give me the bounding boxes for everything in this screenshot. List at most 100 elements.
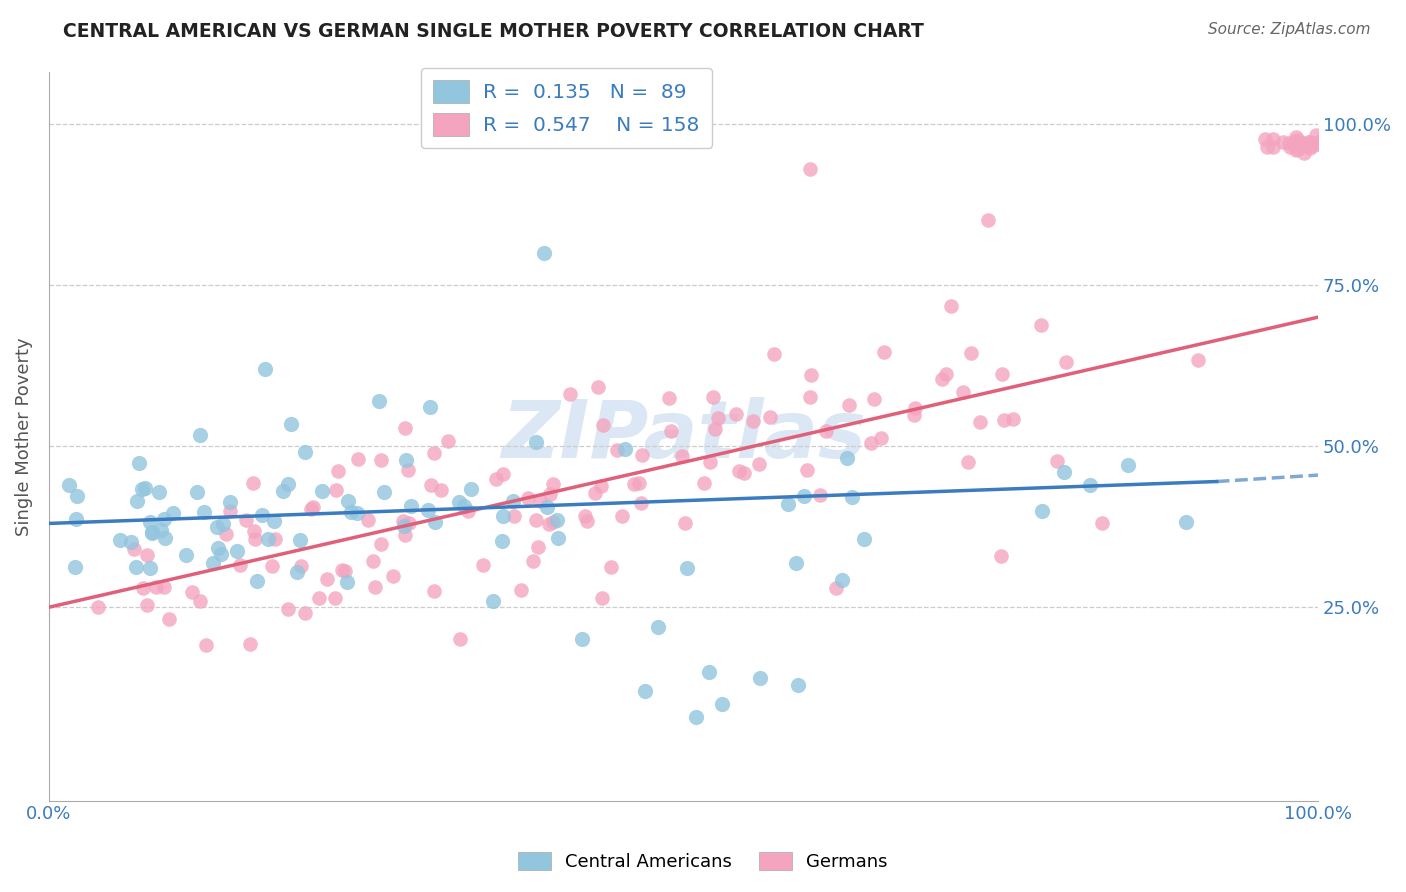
Point — [630, 496, 652, 510]
Point — [592, 418, 614, 433]
Point — [131, 482, 153, 496]
Point — [536, 500, 558, 515]
Point — [586, 379, 609, 393]
Point — [1289, 136, 1312, 151]
Point — [1279, 139, 1302, 153]
Point — [1029, 318, 1052, 332]
Point — [793, 489, 815, 503]
Point — [808, 488, 831, 502]
Point — [1261, 131, 1284, 145]
Point — [212, 517, 235, 532]
Point — [824, 581, 846, 595]
Point — [239, 637, 262, 651]
Point — [392, 514, 415, 528]
Point — [1291, 136, 1313, 151]
Point — [538, 516, 561, 531]
Point — [419, 401, 441, 415]
Point — [733, 467, 755, 481]
Point — [190, 593, 212, 607]
Point — [277, 601, 299, 615]
Point — [969, 415, 991, 429]
Point — [502, 494, 524, 508]
Point — [728, 464, 751, 478]
Point — [373, 485, 395, 500]
Point — [399, 499, 422, 513]
Point — [288, 533, 311, 547]
Point — [574, 508, 596, 523]
Point — [762, 347, 785, 361]
Point — [226, 544, 249, 558]
Point — [524, 513, 547, 527]
Point — [58, 477, 80, 491]
Point — [699, 455, 721, 469]
Point — [589, 479, 612, 493]
Point — [66, 489, 89, 503]
Point — [799, 390, 821, 404]
Point — [1303, 137, 1326, 152]
Point — [134, 481, 156, 495]
Point — [450, 632, 472, 646]
Point — [841, 490, 863, 504]
Point — [786, 677, 808, 691]
Point — [301, 500, 323, 514]
Point — [758, 410, 780, 425]
Point — [243, 524, 266, 538]
Point — [852, 533, 875, 547]
Point — [219, 504, 242, 518]
Point — [1294, 146, 1316, 161]
Point — [207, 541, 229, 555]
Point — [647, 619, 669, 633]
Point — [340, 505, 363, 519]
Point — [541, 476, 564, 491]
Point — [1313, 139, 1336, 153]
Point — [361, 554, 384, 568]
Point — [952, 384, 974, 399]
Point — [139, 561, 162, 575]
Point — [436, 434, 458, 449]
Point — [127, 494, 149, 508]
Point — [614, 442, 637, 457]
Point — [935, 368, 957, 382]
Point — [423, 515, 446, 529]
Point — [503, 508, 526, 523]
Point — [396, 463, 419, 477]
Point — [703, 422, 725, 436]
Point — [1285, 143, 1308, 157]
Y-axis label: Single Mother Poverty: Single Mother Poverty — [15, 337, 32, 536]
Point — [368, 393, 391, 408]
Point — [162, 506, 184, 520]
Legend: R =  0.135   N =  89, R =  0.547    N = 158: R = 0.135 N = 89, R = 0.547 N = 158 — [420, 68, 711, 148]
Point — [457, 503, 479, 517]
Point — [776, 497, 799, 511]
Point — [235, 513, 257, 527]
Point — [422, 583, 444, 598]
Point — [1298, 139, 1320, 153]
Point — [529, 493, 551, 508]
Point — [1299, 141, 1322, 155]
Point — [546, 513, 568, 527]
Point — [571, 632, 593, 647]
Point — [460, 482, 482, 496]
Point — [658, 391, 681, 405]
Point — [346, 452, 368, 467]
Point — [285, 566, 308, 580]
Point — [957, 455, 980, 469]
Point — [1281, 136, 1303, 151]
Point — [1053, 465, 1076, 479]
Point — [262, 558, 284, 573]
Point — [294, 445, 316, 459]
Point — [1277, 136, 1299, 150]
Point — [991, 368, 1014, 382]
Point — [250, 508, 273, 522]
Point — [337, 493, 360, 508]
Point — [180, 584, 202, 599]
Point — [124, 541, 146, 556]
Point — [194, 638, 217, 652]
Point — [330, 563, 353, 577]
Point — [1286, 143, 1309, 157]
Point — [370, 453, 392, 467]
Point — [141, 525, 163, 540]
Point — [1286, 133, 1309, 147]
Point — [543, 516, 565, 530]
Point — [1296, 135, 1319, 149]
